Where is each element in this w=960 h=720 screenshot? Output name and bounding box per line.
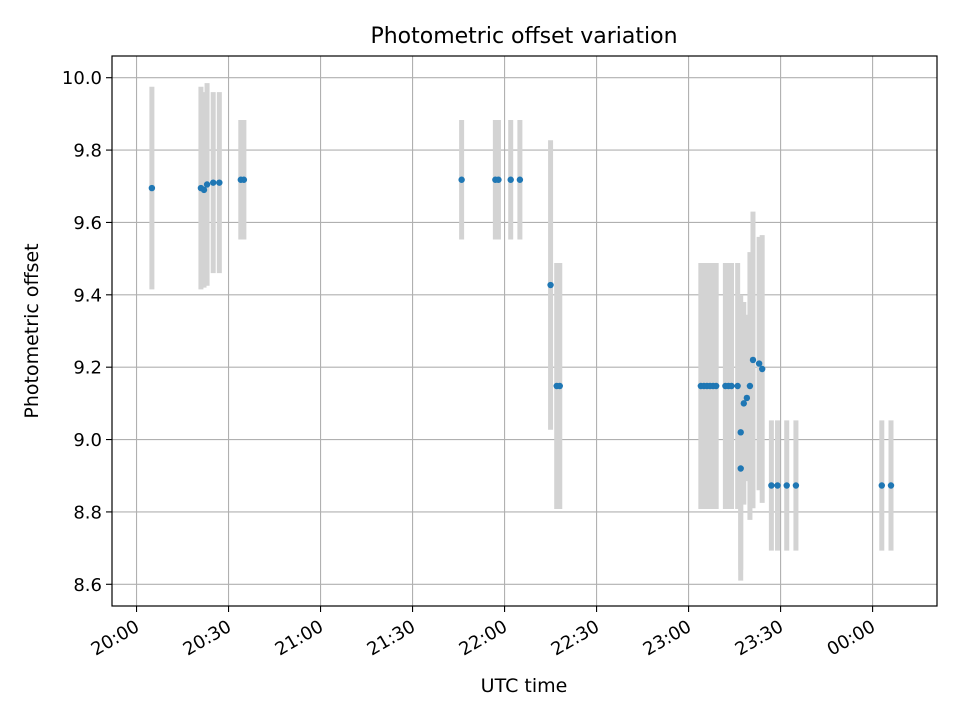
data-point [556,382,563,390]
data-point [737,465,744,472]
data-point [734,382,741,390]
data-points [148,176,895,489]
y-tick-label: 9.2 [73,358,102,379]
y-tick-label: 9.6 [73,213,102,234]
data-point [203,181,211,188]
chart-title: Photometric offset variation [370,24,677,49]
y-tick-label: 9.8 [73,141,102,162]
data-point [774,482,781,489]
data-point [737,429,744,436]
data-point [887,482,895,489]
data-point [758,365,766,373]
y-tick-label: 10.0 [62,68,102,89]
data-point [200,186,208,194]
data-point [740,400,747,407]
data-point [712,382,720,390]
y-axis-ticks: 8.6 8.8 9.0 9.2 9.4 9.6 9.8 10.0 [62,68,112,596]
data-point [216,179,223,186]
data-point [547,281,554,289]
y-tick-label: 9.0 [73,430,102,451]
x-axis-label: UTC time [481,675,568,697]
data-point [792,482,800,489]
y-tick-label: 8.8 [73,502,102,523]
y-tick-label: 9.4 [73,285,102,306]
data-point [495,176,502,183]
y-tick-label: 8.6 [73,575,102,596]
data-point [210,179,217,186]
data-point [746,382,754,390]
data-point [458,176,465,183]
data-point [148,184,156,192]
data-point [783,482,790,489]
plot-frame [111,55,938,607]
grid-lines [112,56,937,606]
data-point [749,356,757,364]
data-point [878,482,885,489]
data-point [240,176,248,183]
data-point [507,176,514,183]
y-axis-label: Photometric offset [21,243,43,418]
data-point [728,382,735,390]
data-point [755,360,763,367]
data-point [743,394,751,402]
data-point [768,482,775,489]
data-point [516,176,524,183]
